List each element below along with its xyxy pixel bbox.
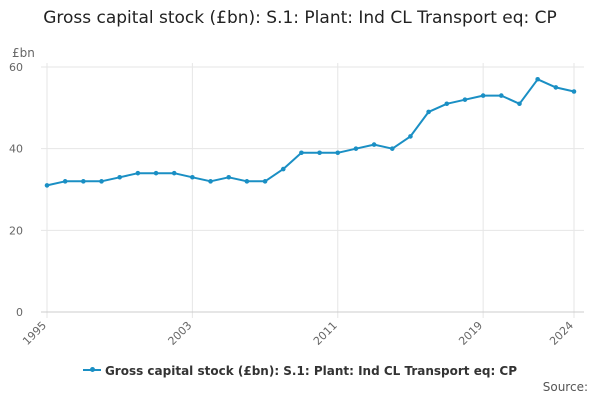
data-point [226,174,232,180]
data-point [81,179,86,184]
data-point [480,93,486,98]
data-point [262,179,268,184]
source-label: Source: [542,380,588,394]
data-point [371,142,377,147]
y-tick-label: 40 [9,143,23,156]
data-point [535,76,540,82]
legend-swatch-icon [82,366,101,372]
data-point [299,150,304,156]
data-point [208,179,213,184]
x-tick-label: 2024 [547,319,576,348]
y-axis-label: £bn [12,46,35,60]
grid-lines [41,63,584,318]
data-point [571,89,577,94]
data-point [117,174,122,180]
chart-title: Gross capital stock (£bn): S.1: Plant: I… [43,8,557,28]
data-point [44,183,50,188]
data-point [499,93,504,98]
data-point [244,179,250,184]
data-point [153,170,159,176]
data-point [389,146,395,151]
x-tick-label: 1995 [20,319,49,348]
data-point [353,146,359,151]
data-point [62,179,68,184]
data-point [517,101,522,107]
x-tick-label: 2011 [311,319,340,348]
data-point [462,97,468,102]
x-tick-label: 2019 [456,319,485,348]
data-point [99,179,104,184]
data-point [408,134,413,139]
data-point [317,150,322,156]
data-point [335,150,341,156]
legend-label: Gross capital stock (£bn): S.1: Plant: I… [104,364,518,378]
y-tick-label: 0 [16,306,23,319]
data-point [190,174,195,180]
series-layer [44,76,577,188]
data-point [135,170,141,176]
data-point [171,170,177,176]
y-tick-label: 20 [9,224,23,237]
x-tick-label: 2003 [166,319,195,348]
axes: 0 20 40 60£bn 1995 2003 2011 2019 2024 [9,46,584,348]
y-tick-label: 60 [9,61,23,74]
data-point [426,109,431,115]
data-point [280,166,286,172]
data-point [444,101,450,107]
series-line [46,78,575,187]
legend[interactable]: Gross capital stock (£bn): S.1: Plant: I… [0,364,600,378]
data-point [553,85,559,90]
